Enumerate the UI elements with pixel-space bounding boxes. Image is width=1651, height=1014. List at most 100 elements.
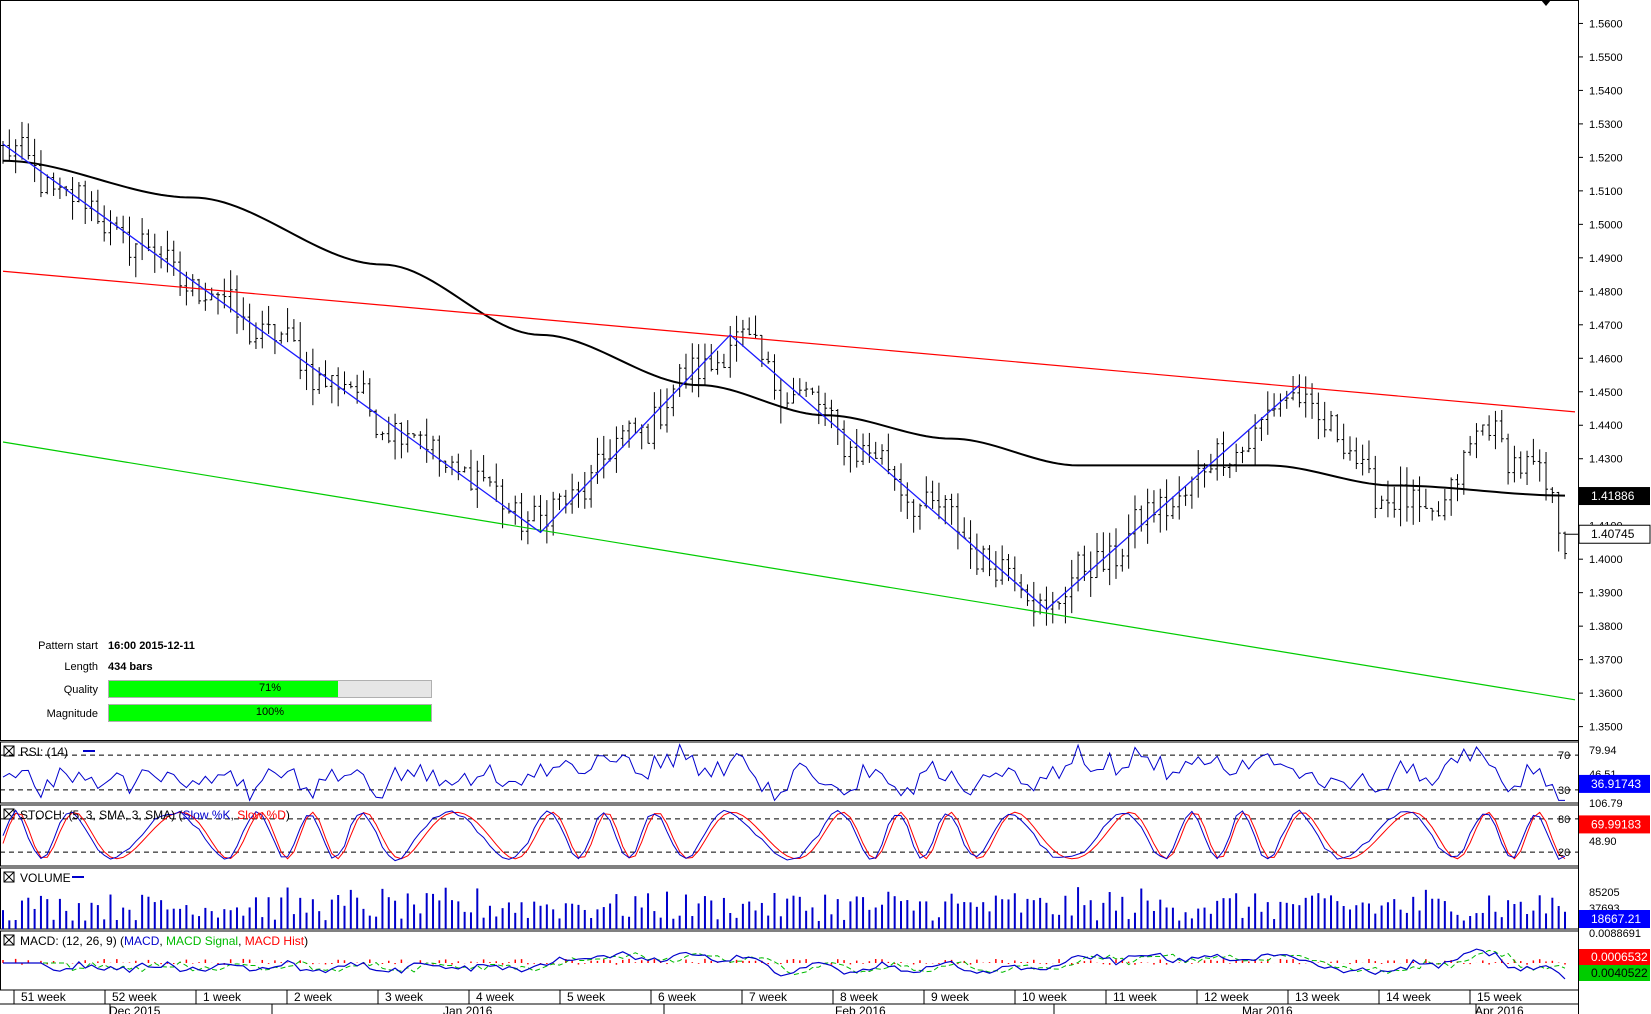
main-panel-border: [0, 0, 1579, 741]
macd-value-badge: [1579, 949, 1650, 965]
rsi-value-text: 36.91743: [1591, 777, 1641, 791]
stoch-axis-tick: 48.90: [1589, 836, 1617, 848]
pattern-quality-label: Quality: [63, 684, 98, 696]
month-label: Apr 2016: [1475, 1004, 1524, 1014]
week-label: 12 week: [1204, 990, 1250, 1004]
rsi-panel-border: [0, 741, 1579, 804]
magnitude-bar: 100%: [108, 704, 432, 722]
quality-bar-text: 71%: [258, 682, 282, 694]
macd-axis-tick: 0.0088691: [1589, 928, 1641, 940]
rsi-title: RSI: (14): [20, 745, 68, 759]
macd-title-part: ,: [159, 934, 166, 948]
price-tick-label: 1.4700: [1589, 320, 1623, 332]
price-tick-label: 1.5500: [1589, 52, 1623, 64]
stoch-title-part: ): [286, 808, 290, 822]
moving-average-line: [2, 159, 1566, 497]
price-tick-label: 1.5200: [1589, 152, 1623, 164]
price-tick-label: 1.4800: [1589, 286, 1623, 298]
week-label: 51 week: [21, 990, 67, 1004]
month-label: Dec 2015: [109, 1004, 161, 1014]
week-label: 11 week: [1113, 990, 1158, 1004]
volume-value-badge: [1579, 910, 1650, 928]
stoch-title-part: STOCH: (5, 3, SMA, 3, SMA) (: [20, 808, 182, 822]
week-label: 7 week: [749, 990, 788, 1004]
price-tick-label: 1.3900: [1589, 588, 1623, 600]
ma-value-badge: [1579, 487, 1650, 506]
week-label: 5 week: [567, 990, 606, 1004]
stoch-value-text: 69.99183: [1591, 817, 1641, 831]
price-tick-label: 1.4600: [1589, 353, 1623, 365]
quality-bar-fill: [109, 681, 338, 697]
macd-signal-line: [3, 949, 1566, 976]
macd-collapse-icon-x: [3, 934, 15, 946]
price-tick-label: 1.4400: [1589, 420, 1623, 432]
macd-title: MACD: (12, 26, 9) (MACD, MACD Signal, MA…: [20, 934, 308, 948]
price-tick-label: 1.5600: [1589, 18, 1623, 30]
price-tick-label: 1.4500: [1589, 387, 1623, 399]
price-tick-label: 1.3600: [1589, 688, 1623, 700]
price-tick-label: 1.4000: [1589, 554, 1623, 566]
price-tick-label: 1.5000: [1589, 219, 1623, 231]
pattern-start-label: Pattern start: [38, 640, 98, 652]
week-label: 1 week: [203, 990, 242, 1004]
rsi-collapse-icon-x: [3, 745, 15, 757]
main-price-panel: [0, 0, 1579, 741]
week-label: 8 week: [840, 990, 879, 1004]
macd-title-part: MACD Hist: [245, 934, 305, 948]
stoch-title-part: Slow %D: [237, 808, 286, 822]
week-label: 6 week: [658, 990, 697, 1004]
stoch-title-part: ,: [231, 808, 238, 822]
stoch-level-label: 80: [1558, 814, 1570, 826]
quality-bar: 71%: [108, 680, 432, 698]
price-tick-label: 1.4900: [1589, 253, 1623, 265]
week-label: 3 week: [385, 990, 424, 1004]
week-label: 52 week: [112, 990, 158, 1004]
week-label: 13 week: [1295, 990, 1341, 1004]
stoch-title-part: Slow %K: [182, 808, 230, 822]
price-tick-label: 1.5400: [1589, 85, 1623, 97]
macd-signal-value-text: 0.0040522: [1591, 966, 1648, 980]
stoch-value-badge: [1579, 815, 1650, 834]
macd-title-part: MACD: [124, 934, 160, 948]
magnitude-bar-text: 100%: [255, 706, 285, 718]
month-label: Jan 2016: [443, 1004, 493, 1014]
stoch-k-line: [2, 809, 1566, 862]
lower-channel-line: [2, 441, 1576, 701]
macd-title-part: ,: [238, 934, 245, 948]
week-label: 10 week: [1022, 990, 1068, 1004]
pattern-start-value: 16:00 2015-12-11: [108, 640, 195, 652]
macd-line: [3, 948, 1566, 980]
pattern-magnitude-label: Magnitude: [46, 708, 98, 720]
macd-title-part: ): [304, 934, 308, 948]
pattern-length-label: Length: [64, 661, 98, 673]
scroll-marker-icon: [1541, 0, 1551, 6]
week-label: 9 week: [931, 990, 970, 1004]
macd-signal-value-badge: [1579, 965, 1650, 981]
price-tick-label: 1.5300: [1589, 119, 1623, 131]
rsi-axis-tick: 79.94: [1589, 745, 1617, 757]
stoch-title: STOCH: (5, 3, SMA, 3, SMA) (Slow %K, Slo…: [20, 808, 290, 822]
stoch-collapse-icon-x: [3, 808, 15, 820]
volume-axis-tick: 85205: [1589, 887, 1620, 899]
price-tick-label: 1.3700: [1589, 655, 1623, 667]
price-tick-label: 1.4300: [1589, 454, 1623, 466]
volume-title: VOLUME: [20, 871, 71, 885]
pattern-length-value: 434 bars: [108, 661, 153, 673]
volume-collapse-icon-x: [3, 871, 15, 883]
current-price-badge-text: 1.40745: [1591, 527, 1635, 541]
stoch-d-line: [2, 811, 1566, 860]
rsi-level-label: 30: [1558, 785, 1570, 797]
ma-value-badge-text: 1.41886: [1591, 489, 1635, 503]
week-label: 4 week: [476, 990, 515, 1004]
zigzag-pattern-line: [2, 143, 1300, 611]
week-label: 15 week: [1477, 990, 1523, 1004]
rsi-line: [2, 743, 1565, 802]
week-label: 2 week: [294, 990, 333, 1004]
magnitude-bar-fill: [109, 705, 431, 721]
week-label: 14 week: [1386, 990, 1432, 1004]
stoch-level-label: 20: [1558, 847, 1570, 859]
month-label: Feb 2016: [835, 1004, 886, 1014]
stoch-axis-tick: 106.79: [1589, 798, 1623, 810]
